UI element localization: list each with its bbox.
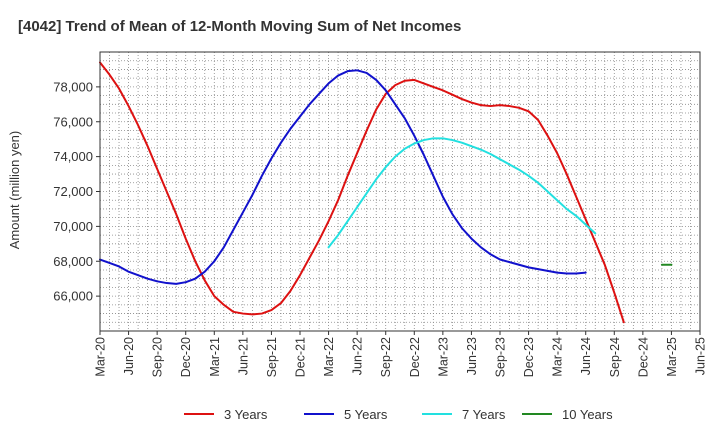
legend-label-7-years: 7 Years: [462, 407, 506, 422]
x-tick-label: Jun-21: [236, 337, 250, 375]
x-tick-label: Mar-21: [208, 337, 222, 377]
x-tick-label: Dec-22: [408, 337, 422, 377]
x-tick-label: Mar-20: [94, 337, 108, 377]
x-tick-label: Sep-24: [608, 337, 622, 377]
x-tick-label: Mar-22: [322, 337, 336, 377]
x-tick-label: Jun-20: [122, 337, 136, 375]
legend-label-3-years: 3 Years: [224, 407, 268, 422]
legend-label-5-years: 5 Years: [344, 407, 388, 422]
y-tick-label: 76,000: [53, 114, 93, 129]
grid-layer: [100, 52, 700, 331]
x-tick-label: Mar-23: [436, 337, 450, 377]
y-tick-label: 72,000: [53, 184, 93, 199]
y-tick-label: 70,000: [53, 219, 93, 234]
x-tick-label: Mar-25: [665, 337, 679, 377]
y-tick-label: 74,000: [53, 149, 93, 164]
x-tick-label: Mar-24: [551, 337, 565, 377]
x-tick-label: Dec-20: [179, 337, 193, 377]
x-tick-label: Jun-22: [351, 337, 365, 375]
x-tick-label: Sep-23: [494, 337, 508, 377]
series-line-5-years: [99, 69, 587, 285]
y-tick-label: 66,000: [53, 289, 93, 304]
chart-title: [4042] Trend of Mean of 12-Month Moving …: [18, 18, 461, 35]
legend: 3 Years 5 Years 7 Years 10 Years: [184, 407, 613, 422]
series-line-3-years: [99, 61, 625, 324]
series-layer: [99, 61, 673, 324]
y-tick-label: 68,000: [53, 254, 93, 269]
x-tick-label: Jun-23: [465, 337, 479, 375]
y-axis-label: Amount (million yen): [7, 131, 22, 250]
axes-layer: 66,000 68,000 70,000 72,000 74,000 76,000 78,0…: [53, 51, 708, 377]
x-tick-label: Sep-20: [151, 337, 165, 377]
y-tick-label: 78,000: [53, 79, 93, 94]
x-tick-label: Jun-25: [694, 337, 708, 375]
x-tick-label: Dec-24: [636, 337, 650, 377]
x-tick-label: Dec-23: [522, 337, 536, 377]
x-tick-label: Sep-22: [379, 337, 393, 377]
series-line-7-years: [327, 137, 597, 249]
x-tick-label: Jun-24: [579, 337, 593, 375]
legend-label-10-years: 10 Years: [562, 407, 613, 422]
x-tick-label: Dec-21: [294, 337, 308, 377]
x-tick-label: Sep-21: [265, 337, 279, 377]
